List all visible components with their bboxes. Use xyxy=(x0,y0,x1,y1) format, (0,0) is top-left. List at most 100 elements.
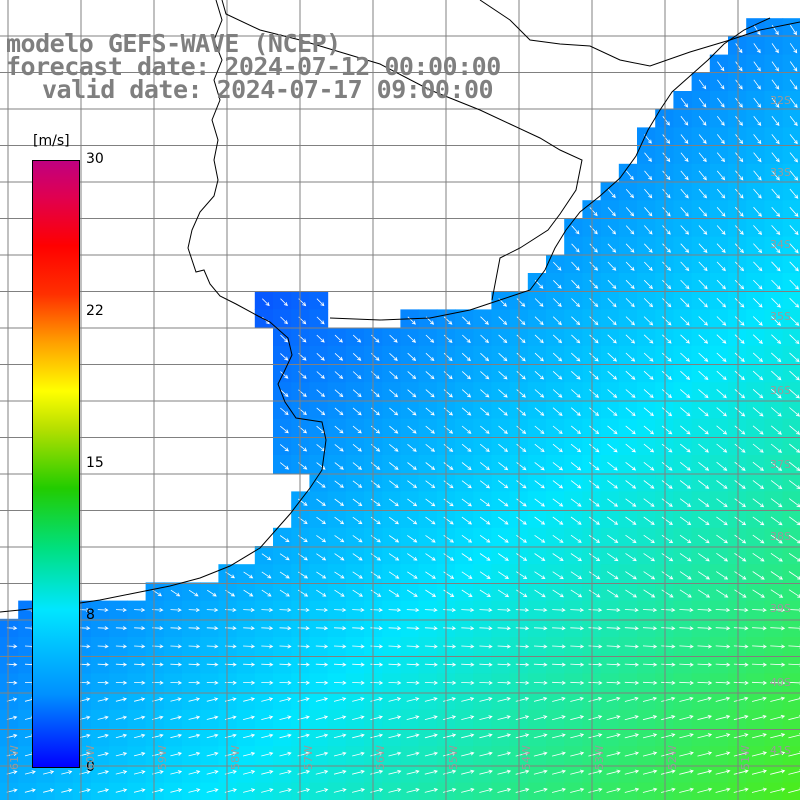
wind-arrow xyxy=(134,697,146,702)
wind-arrow xyxy=(97,626,109,631)
wind-arrow xyxy=(243,607,255,612)
wind-cell xyxy=(782,254,800,274)
wind-arrow xyxy=(661,389,673,399)
wind-arrow xyxy=(479,644,493,649)
wind-arrow xyxy=(661,370,672,380)
wind-arrow xyxy=(551,787,566,793)
wind-arrow xyxy=(698,370,709,381)
wind-arrow xyxy=(734,316,745,326)
wind-arrow xyxy=(534,425,545,435)
wind-arrow xyxy=(516,389,526,398)
wind-arrow xyxy=(752,498,765,508)
wind-arrow xyxy=(751,662,768,667)
wind-arrow xyxy=(407,425,417,434)
wind-arrow xyxy=(552,626,566,631)
wind-arrow xyxy=(570,608,585,613)
wind-arrow xyxy=(552,389,563,398)
wind-arrow xyxy=(516,462,527,471)
wind-arrow xyxy=(516,316,526,326)
wind-arrow xyxy=(333,733,347,739)
wind-arrow xyxy=(733,714,749,721)
wind-cell xyxy=(782,436,800,456)
wind-arrow xyxy=(334,535,345,543)
wind-arrow xyxy=(625,279,635,290)
wind-arrow xyxy=(534,516,546,525)
wind-arrow xyxy=(771,279,781,290)
wind-arrow xyxy=(533,715,548,721)
wind-arrow xyxy=(607,352,618,362)
wind-arrow xyxy=(735,115,743,126)
wind-arrow xyxy=(661,553,674,562)
wind-arrow xyxy=(770,534,783,544)
wind-arrow xyxy=(661,644,676,649)
wind-arrow xyxy=(479,662,493,667)
wind-arrow xyxy=(461,553,473,561)
wind-arrow xyxy=(716,461,728,471)
wind-arrow xyxy=(753,298,763,308)
wind-arrow xyxy=(643,534,655,544)
wind-arrow xyxy=(533,680,548,685)
wind-arrow xyxy=(643,516,655,526)
wind-arrow xyxy=(642,787,658,793)
wind-arrow xyxy=(753,61,761,72)
wind-arrow xyxy=(533,751,548,757)
wind-arrow xyxy=(698,407,709,417)
wind-arrow xyxy=(770,589,784,598)
wind-arrow xyxy=(752,461,764,471)
wind-arrow xyxy=(770,552,783,562)
wind-arrow xyxy=(315,715,329,720)
wind-arrow xyxy=(388,516,399,525)
wind-arrow xyxy=(588,733,603,739)
wind-arrow xyxy=(788,516,800,526)
wind-arrow xyxy=(734,425,746,435)
wind-arrow xyxy=(516,371,526,380)
wind-arrow xyxy=(716,261,726,272)
wind-arrow xyxy=(316,480,326,488)
wind-arrow xyxy=(261,733,274,739)
wind-arrow xyxy=(461,662,475,667)
wind-arrow xyxy=(552,334,563,344)
wind-arrow xyxy=(334,498,345,507)
wind-arrow xyxy=(679,662,694,667)
wind-arrow xyxy=(498,443,509,453)
wind-arrow xyxy=(607,516,619,525)
wind-arrow xyxy=(479,443,490,453)
wind-arrow xyxy=(406,662,420,667)
wind-arrow xyxy=(97,770,110,775)
wind-arrow xyxy=(443,589,455,597)
wind-arrow xyxy=(388,607,402,613)
wind-arrow xyxy=(243,644,256,649)
wind-arrow xyxy=(570,680,585,685)
wind-arrow xyxy=(334,607,347,613)
wind-arrow xyxy=(788,644,800,649)
wind-cell xyxy=(782,546,800,565)
wind-arrow xyxy=(588,769,603,775)
wind-arrow xyxy=(679,534,692,544)
wind-arrow xyxy=(734,279,745,290)
wind-arrow xyxy=(316,316,325,325)
wind-arrow xyxy=(352,498,363,507)
wind-arrow xyxy=(698,443,709,453)
wind-arrow xyxy=(552,589,564,598)
wind-arrow xyxy=(388,751,402,757)
wind-arrow xyxy=(716,552,729,562)
wind-arrow xyxy=(771,115,780,127)
wind-arrow xyxy=(661,696,676,702)
wind-arrow xyxy=(607,261,617,271)
wind-arrow xyxy=(715,662,731,667)
wind-arrow xyxy=(534,480,545,489)
wind-arrow xyxy=(662,279,672,290)
wind-arrow xyxy=(771,225,781,236)
lon-label-57w: 57W xyxy=(302,745,315,770)
wind-arrow xyxy=(624,662,640,667)
wind-arrow xyxy=(534,334,544,344)
wind-arrow xyxy=(43,770,55,775)
wind-arrow xyxy=(680,116,689,126)
wind-arrow xyxy=(406,733,420,739)
wind-arrow xyxy=(43,788,55,793)
wind-arrow xyxy=(770,680,786,685)
lat-label-41s: 41S xyxy=(770,744,791,757)
wind-arrow xyxy=(589,425,600,435)
wind-arrow xyxy=(406,644,420,649)
wind-arrow xyxy=(588,715,603,721)
